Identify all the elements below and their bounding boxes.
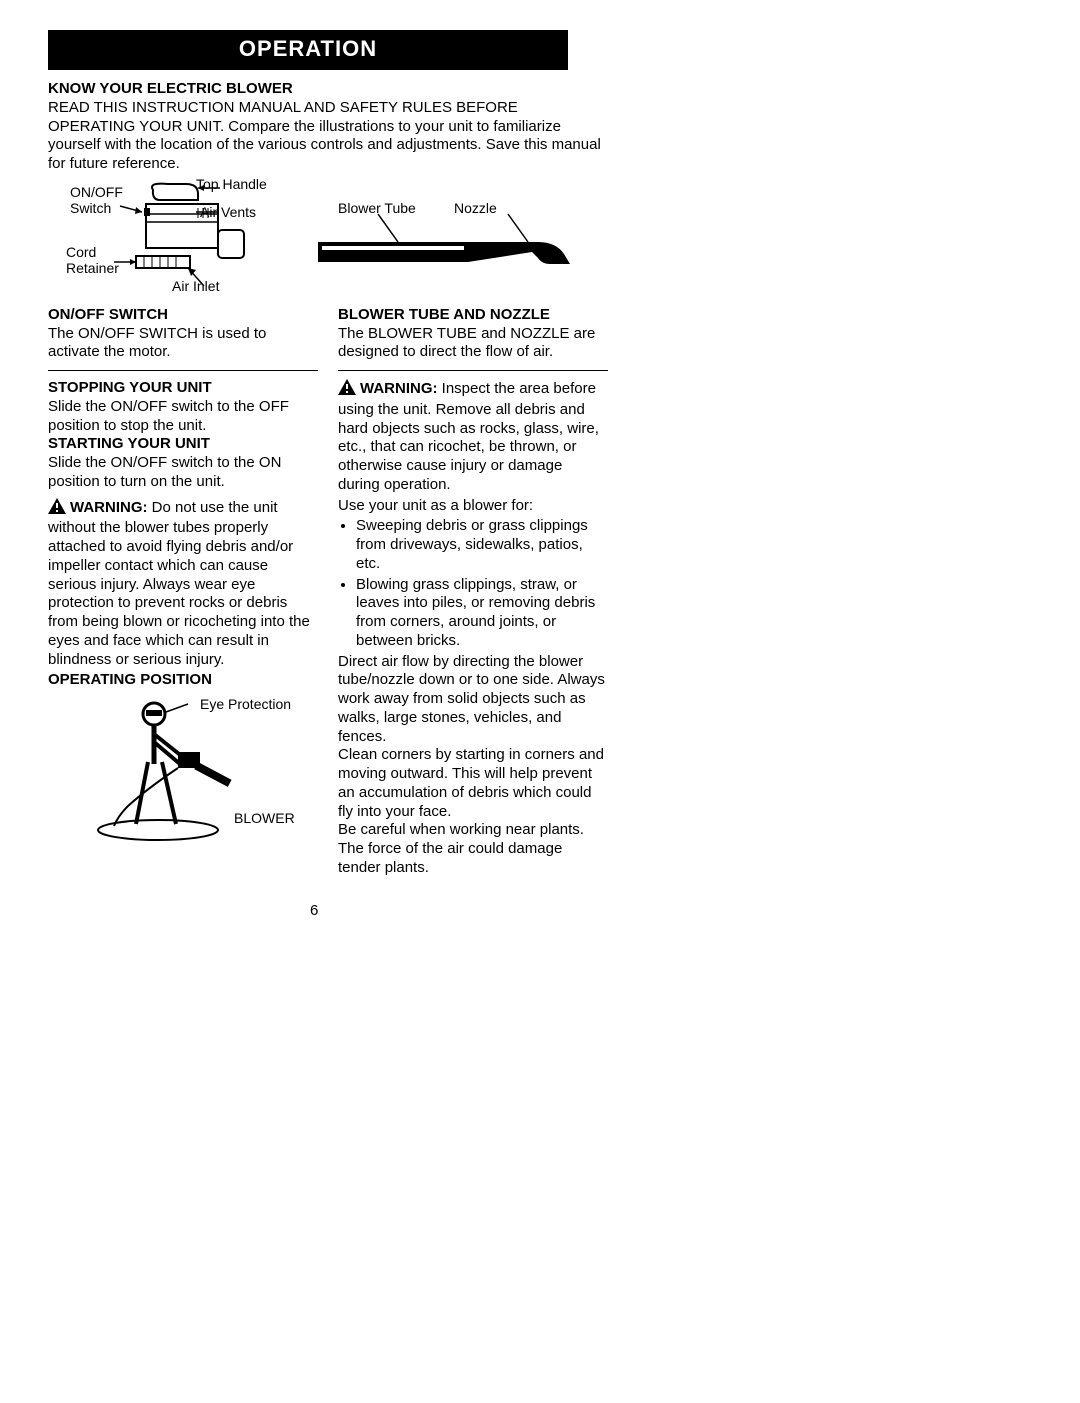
operating-position-heading: OPERATING POSITION	[48, 671, 318, 690]
manual-page: OPERATION KNOW YOUR ELECTRIC BLOWER READ…	[0, 0, 1080, 1403]
operating-position-figure: Eye Protection BLOWER	[48, 692, 308, 842]
intro-heading: KNOW YOUR ELECTRIC BLOWER	[48, 80, 608, 99]
label-blower: BLOWER	[234, 810, 295, 828]
warning-label-left: WARNING:	[70, 499, 148, 516]
section-header-bar: OPERATION	[48, 30, 568, 70]
diagrams-row: Top Handle ON/OFF Switch Air Vents Cord …	[48, 178, 608, 298]
use-intro: Use your unit as a blower for:	[338, 497, 608, 516]
label-blower-tube: Blower Tube	[338, 200, 416, 216]
paragraph: Be careful when working near plants. The…	[338, 821, 608, 877]
label-onoff-switch: ON/OFF Switch	[70, 184, 123, 216]
label-nozzle: Nozzle	[454, 200, 497, 216]
intro-block: KNOW YOUR ELECTRIC BLOWER READ THIS INST…	[48, 80, 608, 174]
paragraph: Clean corners by starting in corners and…	[338, 746, 608, 821]
bullet-item: Sweeping debris or grass clippings from …	[356, 517, 608, 573]
page-number: 6	[310, 902, 318, 919]
warning-label-right: WARNING:	[360, 380, 438, 397]
starting-heading: STARTING YOUR UNIT	[48, 435, 318, 454]
label-top-handle: Top Handle	[196, 176, 267, 192]
divider	[338, 370, 608, 371]
label-air-vents: Air Vents	[200, 204, 256, 220]
label-cord-retainer: Cord Retainer	[66, 244, 119, 276]
label-air-inlet: Air Inlet	[172, 278, 219, 294]
tube-body: The BLOWER TUBE and NOZZLE are designed …	[338, 325, 608, 363]
two-column-body: ON/OFF SWITCH The ON/OFF SWITCH is used …	[48, 306, 608, 878]
warning-body-left: Do not use the unit without the blower t…	[48, 499, 310, 668]
warning-triangle-icon	[48, 498, 66, 520]
intro-body: READ THIS INSTRUCTION MANUAL AND SAFETY …	[48, 99, 608, 174]
stopping-body: Slide the ON/OFF switch to the OFF posit…	[48, 398, 318, 436]
right-column: BLOWER TUBE AND NOZZLE The BLOWER TUBE a…	[338, 306, 608, 878]
paragraph: Direct air flow by directing the blower …	[338, 653, 608, 747]
section-header-text: OPERATION	[239, 36, 377, 61]
divider	[48, 370, 318, 371]
use-bullets: Sweeping debris or grass clippings from …	[338, 517, 608, 650]
left-column: ON/OFF SWITCH The ON/OFF SWITCH is used …	[48, 306, 318, 878]
onoff-heading: ON/OFF SWITCH	[48, 306, 318, 325]
onoff-body: The ON/OFF SWITCH is used to activate th…	[48, 325, 318, 363]
warning-block-left: WARNING: Do not use the unit without the…	[48, 498, 318, 670]
starting-body: Slide the ON/OFF switch to the ON positi…	[48, 454, 318, 492]
label-eye-protection: Eye Protection	[200, 696, 291, 714]
warning-triangle-icon	[338, 379, 356, 401]
tube-heading: BLOWER TUBE AND NOZZLE	[338, 306, 608, 325]
stopping-heading: STOPPING YOUR UNIT	[48, 379, 318, 398]
warning-block-right: WARNING: Inspect the area before using t…	[338, 379, 608, 495]
bullet-item: Blowing grass clippings, straw, or leave…	[356, 576, 608, 651]
